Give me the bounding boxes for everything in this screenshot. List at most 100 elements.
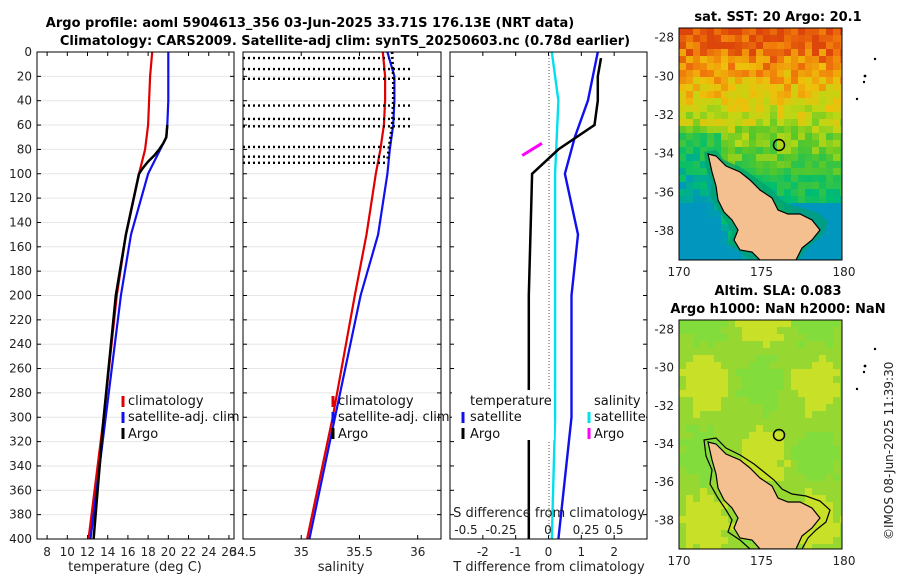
sst-cell	[679, 91, 686, 98]
sst-cell	[693, 147, 700, 154]
sst-cell	[840, 196, 842, 203]
sla-cell	[763, 432, 770, 439]
sla-cell	[686, 439, 693, 446]
sst-cell	[763, 147, 770, 154]
sst-cell	[707, 140, 714, 147]
sst-cell	[819, 168, 826, 175]
sst-cell	[714, 35, 721, 42]
sla-cell	[826, 348, 833, 355]
sla-cell	[693, 439, 700, 446]
sst-cell	[791, 119, 798, 126]
sla-cell	[728, 362, 735, 369]
sla-cell	[770, 355, 777, 362]
sst-cell	[679, 182, 686, 189]
sla-cell	[833, 348, 840, 355]
sla-cell	[749, 425, 756, 432]
sla-cell	[721, 348, 728, 355]
sst-cell	[791, 133, 798, 140]
difference-xlabel: T difference from climatology	[452, 560, 645, 575]
sla-cell	[693, 467, 700, 474]
sst-cell	[700, 217, 707, 224]
sst-cell	[819, 189, 826, 196]
sst-cell	[700, 252, 707, 259]
sla-cell	[686, 411, 693, 418]
sla-cell	[700, 362, 707, 369]
sst-cell	[686, 238, 693, 245]
sst-cell	[826, 154, 833, 161]
sla-cell	[826, 453, 833, 460]
sla-cell	[679, 502, 686, 509]
sst-cell	[742, 154, 749, 161]
sla-cell	[777, 327, 784, 334]
sst-cell	[686, 147, 693, 154]
sst-cell	[777, 35, 784, 42]
sla-cell	[812, 418, 819, 425]
sla-cell	[770, 446, 777, 453]
sla-cell	[798, 481, 805, 488]
sla-cell	[679, 418, 686, 425]
sla-cell	[700, 334, 707, 341]
sst-cell	[763, 161, 770, 168]
sla-cell	[819, 523, 826, 530]
sst-cell	[770, 91, 777, 98]
sst-cell	[700, 224, 707, 231]
legend-t-argo: Argo	[470, 427, 500, 442]
sst-cell	[742, 98, 749, 105]
sst-cell	[686, 56, 693, 63]
sla-cell	[798, 348, 805, 355]
sla-cell	[749, 383, 756, 390]
sla-ticks: 170 175 180 -28 -30 -32 -34 -36 -38	[654, 323, 855, 568]
sla-cell	[777, 453, 784, 460]
sst-cell	[784, 154, 791, 161]
sst-cell	[679, 231, 686, 238]
sla-cell	[798, 376, 805, 383]
y-tick-label: 200	[9, 289, 32, 303]
sst-cell	[840, 133, 842, 140]
sla-cell	[700, 327, 707, 334]
sst-cell	[693, 28, 700, 35]
sla-cell	[833, 516, 840, 523]
sst-cell	[826, 224, 833, 231]
sst-cell	[784, 70, 791, 77]
sst-cell	[728, 154, 735, 161]
sla-cell	[686, 320, 693, 327]
sla-cell	[714, 488, 721, 495]
sst-cell	[812, 189, 819, 196]
sla-cell	[735, 320, 742, 327]
sst-cell	[679, 217, 686, 224]
sst-cell	[756, 112, 763, 119]
sst-cell	[721, 28, 728, 35]
sla-cell	[763, 327, 770, 334]
sst-cell	[826, 196, 833, 203]
sst-cell	[819, 98, 826, 105]
sla-islands	[855, 347, 877, 391]
sla-cell	[728, 334, 735, 341]
sla-cell	[777, 383, 784, 390]
sst-cell	[728, 119, 735, 126]
y-tick-label: 0	[24, 45, 32, 59]
watermark: ©IMOS 08-Jun-2025 11:39:30	[882, 362, 896, 540]
legend-argo: Argo	[128, 427, 158, 442]
sla-cell	[812, 320, 819, 327]
sst-cell	[805, 105, 812, 112]
sst-cell	[679, 154, 686, 161]
sla-cell	[784, 495, 791, 502]
sla-cell	[742, 446, 749, 453]
sst-cell	[756, 161, 763, 168]
sla-cell	[693, 348, 700, 355]
sla-cell	[686, 488, 693, 495]
sst-cell	[812, 245, 819, 252]
sla-cell	[840, 544, 842, 549]
sal-legend-climatology: climatology	[338, 394, 414, 409]
sla-cell	[777, 488, 784, 495]
sst-cell	[798, 70, 805, 77]
sst-cell	[693, 49, 700, 56]
sla-cell	[777, 355, 784, 362]
sst-cell	[819, 147, 826, 154]
sla-cell	[714, 390, 721, 397]
sla-cell	[826, 320, 833, 327]
sst-cell	[798, 133, 805, 140]
sst-cell	[784, 175, 791, 182]
sla-cell	[679, 509, 686, 516]
sla-cell	[840, 355, 842, 362]
